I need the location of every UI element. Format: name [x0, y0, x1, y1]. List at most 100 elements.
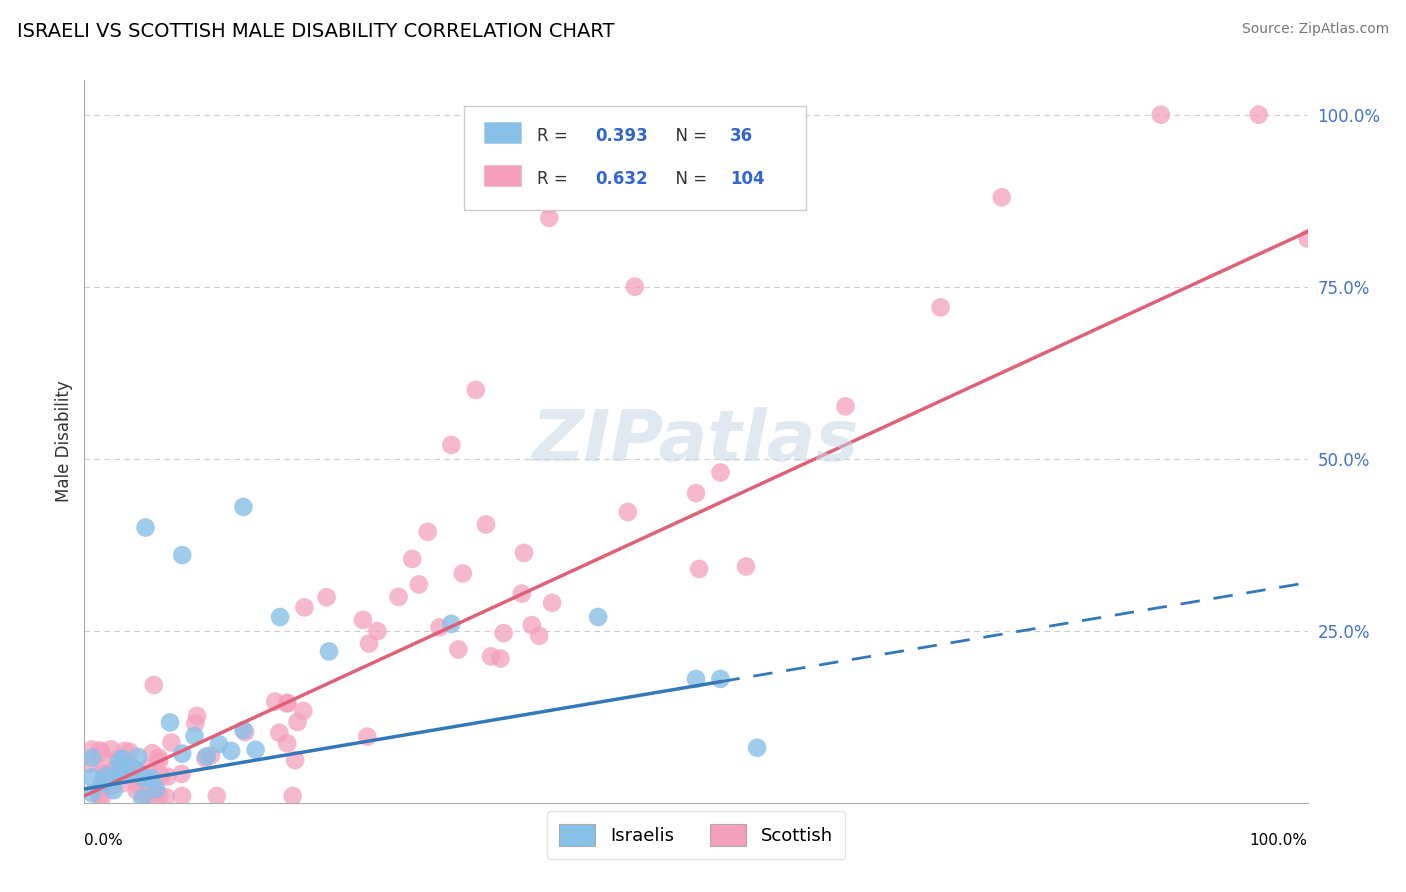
Point	[617, 505, 640, 519]
Point	[145, 786, 167, 800]
Point	[111, 759, 134, 773]
Point	[929, 301, 952, 315]
Point	[356, 730, 378, 744]
Point	[124, 763, 146, 777]
Point	[107, 762, 129, 776]
Point	[492, 626, 515, 640]
Point	[510, 586, 533, 600]
Text: 0.0%: 0.0%	[84, 833, 124, 848]
Point	[111, 752, 134, 766]
FancyBboxPatch shape	[484, 165, 522, 186]
Text: 104: 104	[730, 170, 765, 188]
Text: 36: 36	[730, 128, 754, 145]
Point	[527, 629, 550, 643]
Point	[125, 777, 148, 791]
Point	[101, 779, 124, 793]
Point	[366, 624, 388, 639]
Point	[148, 754, 170, 768]
Point	[170, 789, 193, 803]
Point	[538, 211, 561, 225]
Point	[709, 672, 731, 686]
Point	[475, 517, 498, 532]
Point	[136, 761, 159, 775]
Point	[294, 600, 316, 615]
Point	[100, 765, 122, 780]
Point	[91, 746, 114, 760]
Point	[416, 524, 439, 539]
Point	[108, 755, 131, 769]
Point	[172, 747, 194, 761]
Point	[111, 776, 134, 790]
Point	[114, 768, 136, 782]
Text: ZIPatlas: ZIPatlas	[533, 407, 859, 476]
Point	[170, 767, 193, 781]
Point	[184, 716, 207, 731]
Point	[624, 279, 647, 293]
Point	[90, 790, 112, 805]
Text: 100.0%: 100.0%	[1250, 833, 1308, 848]
Point	[195, 749, 218, 764]
Point	[80, 742, 103, 756]
Point	[232, 500, 254, 514]
Point	[93, 762, 115, 776]
Point	[513, 546, 536, 560]
Point	[94, 769, 117, 783]
Point	[194, 751, 217, 765]
Point	[96, 775, 118, 789]
Point	[688, 562, 710, 576]
Point	[127, 750, 149, 764]
Point	[89, 743, 111, 757]
Point	[541, 596, 564, 610]
Point	[125, 783, 148, 797]
Point	[135, 787, 157, 801]
Point	[183, 729, 205, 743]
Text: Source: ZipAtlas.com: Source: ZipAtlas.com	[1241, 22, 1389, 37]
Point	[132, 772, 155, 786]
Point	[148, 750, 170, 764]
Point	[387, 590, 409, 604]
Point	[276, 697, 298, 711]
Text: R =: R =	[537, 128, 574, 145]
Point	[1150, 108, 1173, 122]
Point	[440, 438, 463, 452]
Point	[233, 725, 256, 739]
Point	[145, 782, 167, 797]
Legend: Israelis, Scottish: Israelis, Scottish	[547, 812, 845, 859]
Point	[357, 636, 380, 650]
Point	[118, 745, 141, 759]
Point	[292, 704, 315, 718]
Point	[464, 383, 486, 397]
Point	[479, 649, 502, 664]
Point	[451, 566, 474, 581]
Point	[318, 644, 340, 658]
Point	[82, 750, 104, 764]
Point	[1296, 231, 1319, 245]
FancyBboxPatch shape	[464, 105, 806, 211]
Point	[219, 744, 242, 758]
Point	[520, 618, 543, 632]
Text: 0.393: 0.393	[596, 128, 648, 145]
Point	[156, 770, 179, 784]
Point	[141, 771, 163, 785]
Text: N =: N =	[665, 170, 713, 188]
Point	[114, 744, 136, 758]
Point	[408, 577, 430, 591]
Point	[447, 642, 470, 657]
Point	[127, 764, 149, 779]
Point	[141, 746, 163, 760]
Point	[87, 782, 110, 797]
Point	[1247, 108, 1270, 122]
Point	[205, 789, 228, 803]
Point	[120, 758, 142, 772]
Point	[150, 769, 173, 783]
Point	[245, 743, 267, 757]
Point	[834, 400, 856, 414]
Point	[105, 752, 128, 766]
Y-axis label: Male Disability: Male Disability	[55, 381, 73, 502]
Point	[709, 466, 731, 480]
Point	[142, 678, 165, 692]
Point	[401, 552, 423, 566]
Point	[747, 740, 769, 755]
Point	[315, 591, 337, 605]
Text: ISRAELI VS SCOTTISH MALE DISABILITY CORRELATION CHART: ISRAELI VS SCOTTISH MALE DISABILITY CORR…	[17, 22, 614, 41]
